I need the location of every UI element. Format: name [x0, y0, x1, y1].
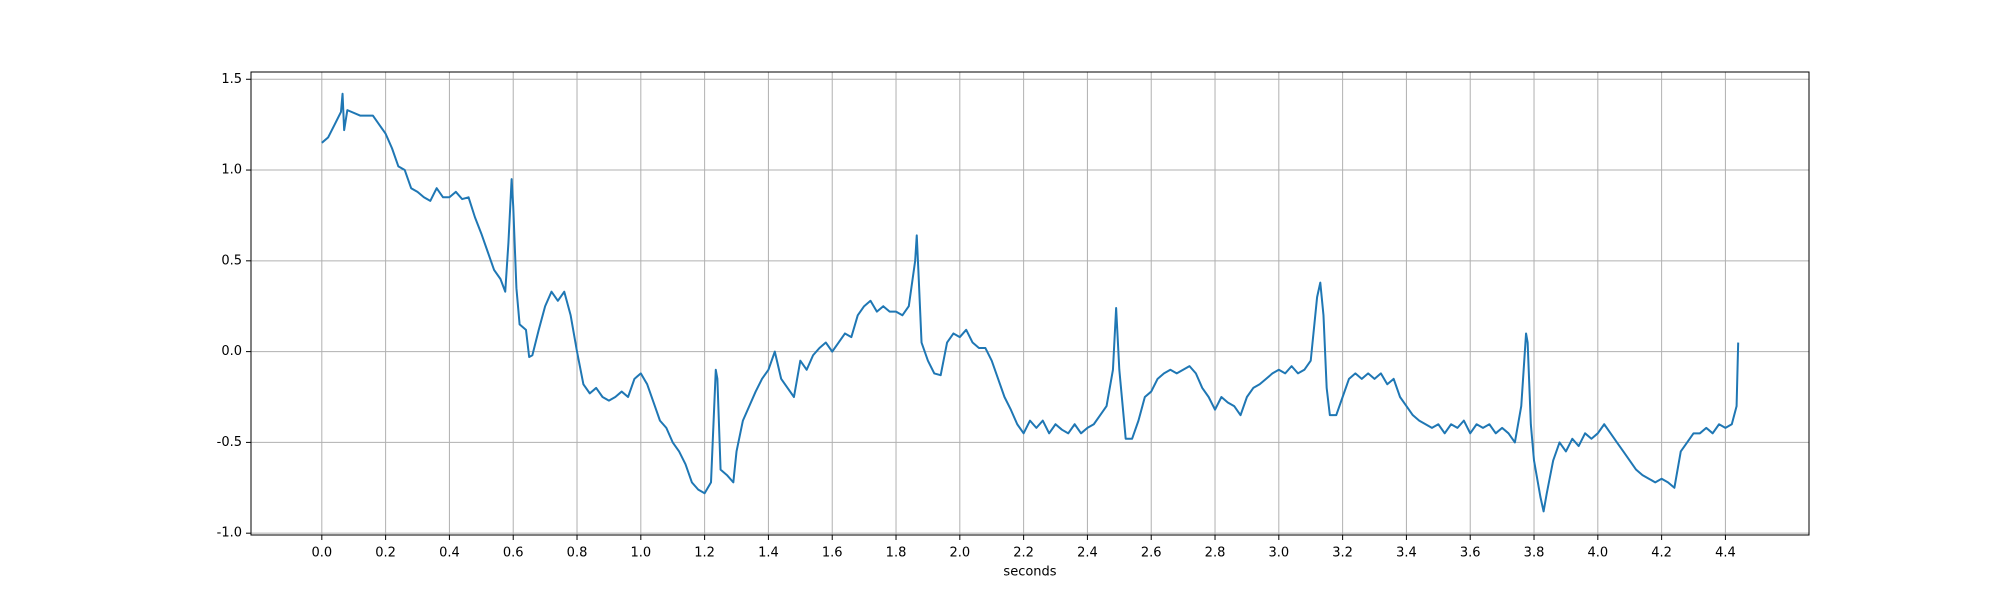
y-tick-label: 1.5 — [221, 72, 242, 87]
x-tick-label: 1.4 — [758, 546, 779, 561]
y-tick-label: 0.5 — [221, 253, 242, 268]
y-tick-label: 0.0 — [221, 344, 242, 359]
x-tick-label: 4.0 — [1587, 546, 1608, 561]
x-axis-label: seconds — [1003, 565, 1056, 580]
x-tick-label: 4.4 — [1715, 546, 1736, 561]
x-tick-label: 4.2 — [1651, 546, 1672, 561]
data-line — [321, 92, 1740, 513]
y-tick-label: -1.0 — [217, 526, 242, 541]
x-tick-label: 0.6 — [503, 546, 524, 561]
x-tick-label: 3.6 — [1460, 546, 1481, 561]
x-tick-label: 1.0 — [630, 546, 651, 561]
x-tick-label: 0.0 — [311, 546, 332, 561]
x-tick-label: 3.0 — [1268, 546, 1289, 561]
plot-frame — [250, 71, 1810, 536]
x-tick-label: 0.8 — [567, 546, 588, 561]
x-tick-label: 2.2 — [1013, 546, 1034, 561]
y-tick-label: 1.0 — [221, 163, 242, 178]
y-tick-label: -0.5 — [217, 435, 242, 450]
x-tick-label: 3.2 — [1332, 546, 1353, 561]
x-tick-label: 0.2 — [375, 546, 396, 561]
x-tick-label: 1.8 — [886, 546, 907, 561]
x-tick-label: 0.4 — [439, 546, 460, 561]
x-tick-label: 3.4 — [1396, 546, 1417, 561]
x-tick-label: 2.8 — [1205, 546, 1226, 561]
x-tick-label: 2.6 — [1141, 546, 1162, 561]
x-tick-label: 1.2 — [694, 546, 715, 561]
x-tick-label: 1.6 — [822, 546, 843, 561]
x-tick-label: 2.4 — [1077, 546, 1098, 561]
x-tick-label: 3.8 — [1524, 546, 1545, 561]
x-tick-label: 2.0 — [949, 546, 970, 561]
